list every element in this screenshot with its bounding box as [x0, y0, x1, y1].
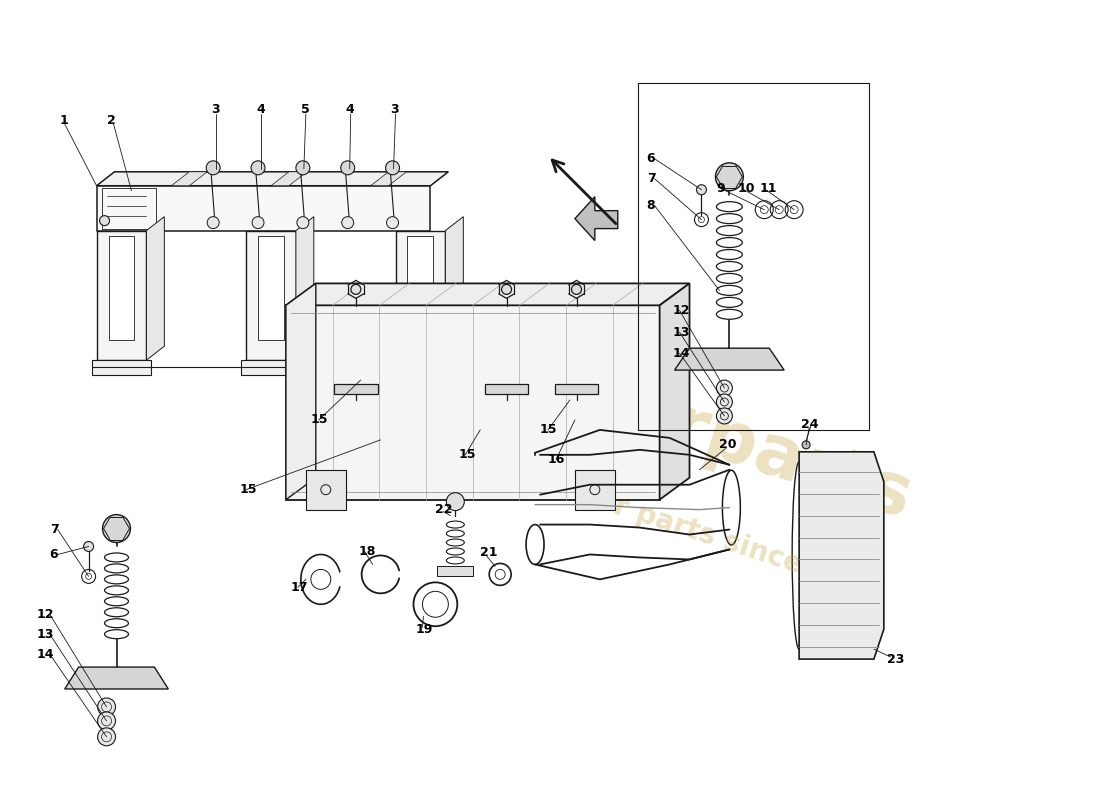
- Text: 11: 11: [759, 182, 777, 195]
- Polygon shape: [97, 172, 449, 186]
- Circle shape: [386, 161, 399, 174]
- Polygon shape: [674, 348, 784, 370]
- Text: 4: 4: [256, 102, 265, 115]
- Text: 13: 13: [36, 628, 54, 641]
- Polygon shape: [371, 172, 407, 186]
- Text: 7: 7: [647, 172, 656, 186]
- Text: 4: 4: [345, 102, 354, 115]
- Text: 5: 5: [301, 102, 309, 115]
- Polygon shape: [97, 186, 430, 230]
- Text: 3: 3: [211, 102, 220, 115]
- Circle shape: [98, 728, 116, 746]
- Polygon shape: [485, 384, 528, 394]
- Polygon shape: [575, 470, 615, 510]
- Text: 23: 23: [887, 653, 904, 666]
- Text: 2: 2: [107, 114, 116, 127]
- Text: 14: 14: [672, 346, 690, 360]
- Polygon shape: [65, 667, 168, 689]
- Polygon shape: [438, 566, 473, 576]
- Circle shape: [715, 163, 744, 190]
- Circle shape: [296, 161, 310, 174]
- Text: 24: 24: [801, 418, 818, 431]
- Polygon shape: [246, 230, 296, 360]
- Polygon shape: [296, 217, 314, 360]
- Polygon shape: [286, 283, 690, 306]
- Text: 13: 13: [672, 326, 690, 338]
- Circle shape: [716, 380, 733, 396]
- Circle shape: [342, 217, 354, 229]
- Circle shape: [447, 493, 464, 510]
- Text: 20: 20: [719, 438, 737, 451]
- Circle shape: [251, 161, 265, 174]
- Circle shape: [98, 712, 116, 730]
- Circle shape: [572, 285, 582, 294]
- Circle shape: [100, 216, 110, 226]
- Polygon shape: [109, 235, 134, 340]
- Polygon shape: [241, 360, 301, 375]
- Circle shape: [206, 161, 220, 174]
- Circle shape: [351, 285, 361, 294]
- Polygon shape: [575, 197, 618, 241]
- Circle shape: [386, 217, 398, 229]
- Text: 14: 14: [36, 648, 54, 661]
- Text: 9: 9: [716, 182, 725, 195]
- Polygon shape: [97, 230, 146, 360]
- Text: 10: 10: [737, 182, 755, 195]
- Text: 12: 12: [36, 608, 54, 621]
- Circle shape: [802, 441, 810, 449]
- Text: 22: 22: [436, 503, 453, 516]
- Polygon shape: [286, 306, 660, 500]
- Circle shape: [716, 408, 733, 424]
- Circle shape: [502, 285, 512, 294]
- Text: 8: 8: [647, 199, 656, 212]
- Text: 15: 15: [459, 448, 476, 462]
- Text: 15: 15: [311, 414, 328, 426]
- Polygon shape: [146, 217, 164, 360]
- Polygon shape: [554, 384, 598, 394]
- Polygon shape: [446, 217, 463, 360]
- Circle shape: [84, 542, 94, 551]
- Polygon shape: [172, 172, 207, 186]
- Circle shape: [207, 217, 219, 229]
- Text: eurocarparts: eurocarparts: [398, 306, 921, 534]
- Text: 1: 1: [59, 114, 68, 127]
- Polygon shape: [334, 384, 377, 394]
- Circle shape: [341, 161, 354, 174]
- Circle shape: [98, 698, 116, 716]
- Polygon shape: [390, 360, 450, 375]
- Text: 7: 7: [50, 523, 58, 536]
- Polygon shape: [407, 235, 433, 340]
- Text: 17: 17: [290, 581, 308, 594]
- Polygon shape: [799, 452, 883, 659]
- Circle shape: [696, 185, 706, 194]
- Polygon shape: [286, 283, 316, 500]
- Polygon shape: [306, 470, 345, 510]
- Text: 12: 12: [672, 304, 690, 317]
- Text: 15: 15: [239, 483, 256, 496]
- Polygon shape: [660, 283, 690, 500]
- Circle shape: [297, 217, 309, 229]
- Text: 6: 6: [50, 548, 58, 561]
- Text: 16: 16: [548, 454, 565, 466]
- Polygon shape: [396, 230, 446, 360]
- Text: 15: 15: [540, 423, 558, 436]
- Circle shape: [102, 514, 131, 542]
- Text: 21: 21: [481, 546, 497, 559]
- Text: 3: 3: [390, 102, 399, 115]
- Text: 18: 18: [359, 545, 376, 558]
- Polygon shape: [91, 360, 152, 375]
- Text: a passion for parts since 1985: a passion for parts since 1985: [430, 434, 889, 606]
- Polygon shape: [271, 172, 307, 186]
- Polygon shape: [258, 235, 284, 340]
- Text: 19: 19: [416, 622, 432, 636]
- Circle shape: [252, 217, 264, 229]
- Circle shape: [716, 394, 733, 410]
- Text: 6: 6: [647, 152, 656, 166]
